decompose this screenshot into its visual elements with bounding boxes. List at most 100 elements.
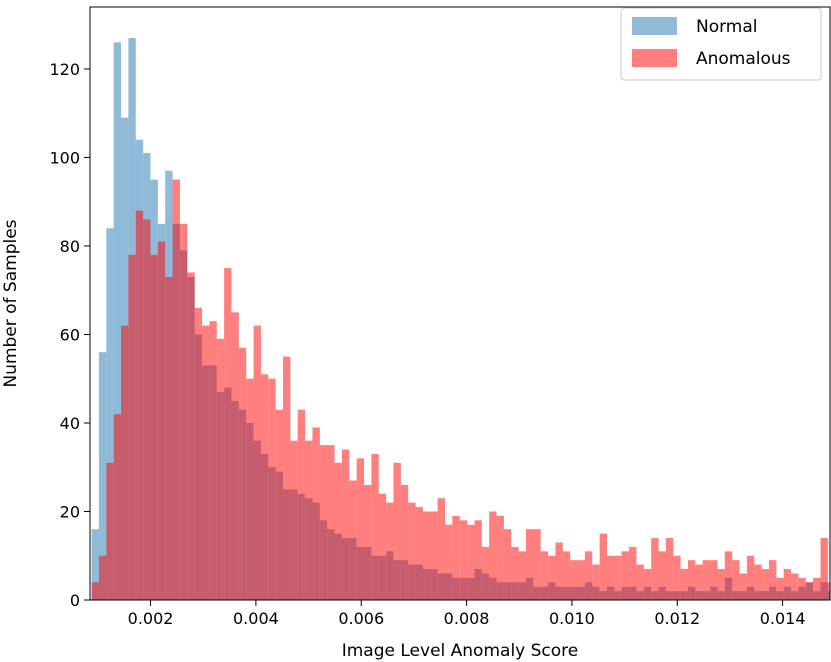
anomalous-bar	[732, 560, 740, 600]
anomalous-bar	[400, 484, 409, 600]
anomalous-bar	[658, 551, 666, 600]
anomalous-bar	[754, 564, 762, 600]
x-tick-label: 0.008	[444, 609, 490, 628]
anomalous-bar	[305, 440, 313, 600]
anomalous-bar	[179, 223, 188, 600]
anomalous-bar	[415, 507, 423, 600]
anomalous-bar	[128, 254, 136, 600]
anomalous-bar	[356, 458, 365, 600]
anomalous-bar	[607, 555, 615, 600]
plot-frame	[89, 6, 831, 601]
anomalous-bar	[695, 564, 703, 600]
anomalous-series-bars	[91, 179, 830, 601]
y-tick-label: 80	[60, 237, 80, 256]
x-tick-label: 0.012	[654, 609, 700, 628]
y-tick-label: 100	[49, 148, 80, 167]
anomalous-bar	[592, 564, 600, 600]
anomalous-bar	[673, 555, 681, 600]
anomalous-bar	[614, 555, 622, 600]
anomalous-bar	[680, 569, 688, 600]
anomalous-bar	[143, 219, 151, 601]
anomalous-bar	[187, 272, 195, 600]
anomalous-bar	[761, 569, 769, 600]
anomalous-bar	[813, 577, 821, 600]
legend-label-anomalous: Anomalous	[696, 49, 791, 69]
anomalous-bar	[268, 378, 276, 600]
x-tick-label: 0.004	[233, 609, 279, 628]
anomalous-bar	[135, 210, 144, 600]
anomalous-bar	[319, 445, 328, 600]
anomalous-bar	[584, 551, 593, 600]
x-axis-title: Image Level Anomaly Score	[342, 641, 579, 661]
x-tick-label: 0.010	[549, 609, 595, 628]
anomalous-bar	[231, 312, 239, 600]
y-tick-label: 20	[60, 502, 80, 521]
anomalous-bar	[283, 356, 291, 600]
y-tick-label: 40	[60, 414, 80, 433]
anomalous-bar	[643, 569, 652, 600]
anomalous-bar	[783, 569, 792, 600]
legend-swatch-normal	[632, 17, 677, 35]
anomalous-bar	[746, 555, 755, 600]
anomalous-bar	[526, 529, 534, 600]
anomalous-bar	[202, 325, 210, 600]
anomalous-bar	[496, 515, 504, 600]
anomalous-bar	[408, 502, 416, 600]
y-axis-title: Number of Samples	[1, 219, 21, 387]
anomalous-bar	[651, 538, 659, 600]
anomalous-bar	[437, 498, 446, 600]
y-tick-label: 0	[70, 591, 80, 610]
anomalous-bar	[422, 511, 431, 600]
anomalous-bar	[290, 440, 298, 600]
normal-bar	[98, 352, 107, 600]
anomalous-bar	[113, 414, 122, 600]
anomalous-bar	[349, 480, 357, 600]
anomalous-bar	[717, 569, 725, 600]
anomalous-bar	[474, 520, 482, 600]
anomalous-bar	[768, 560, 777, 600]
anomalous-bar	[481, 546, 490, 600]
anomalous-bar	[452, 515, 460, 600]
x-tick-label: 0.002	[128, 609, 174, 628]
anomalous-bar	[430, 511, 438, 600]
anomalous-bar	[687, 560, 696, 600]
anomalous-bar	[540, 551, 549, 600]
anomalous-bar	[341, 449, 350, 600]
anomalous-bar	[165, 276, 173, 600]
x-axis: 0.002 0.004 0.006 0.008 0.010 0.012 0.014	[128, 600, 806, 628]
anomalous-bar	[503, 529, 512, 600]
normal-bar	[91, 529, 99, 600]
anomalous-bar	[776, 577, 784, 600]
anomalous-bar	[246, 378, 254, 600]
anomalous-bar	[91, 582, 99, 600]
anomalous-bar	[378, 493, 387, 600]
anomalous-bar	[724, 551, 733, 600]
anomalous-bar	[459, 520, 468, 600]
anomalous-bar	[224, 268, 232, 600]
anomalous-bar	[150, 254, 158, 600]
anomalous-bar	[216, 338, 225, 600]
anomalous-bar	[533, 529, 541, 600]
legend-label-normal: Normal	[696, 17, 758, 37]
anomalous-bar	[629, 546, 637, 600]
y-axis: 0 20 40 60 80 100 120	[49, 60, 90, 610]
anomalous-bar	[577, 560, 585, 600]
anomalous-bar	[555, 542, 563, 600]
legend-swatch-anomalous	[632, 49, 677, 67]
anomalous-bar	[238, 347, 247, 600]
y-tick-label: 120	[49, 60, 80, 79]
anomalous-bar	[445, 524, 453, 600]
x-tick-label: 0.006	[338, 609, 384, 628]
anomalous-bar	[710, 560, 718, 600]
anomalous-bar	[393, 462, 401, 600]
x-tick-label: 0.014	[760, 609, 806, 628]
anomalous-bar	[371, 453, 379, 600]
anomalous-bar	[518, 551, 526, 600]
anomalous-bar	[172, 179, 180, 600]
anomalous-bar	[511, 546, 519, 600]
normal-bar	[113, 42, 122, 600]
anomalous-bar	[702, 560, 711, 600]
anomalous-bar	[157, 241, 166, 601]
anomalous-bar	[489, 511, 497, 600]
